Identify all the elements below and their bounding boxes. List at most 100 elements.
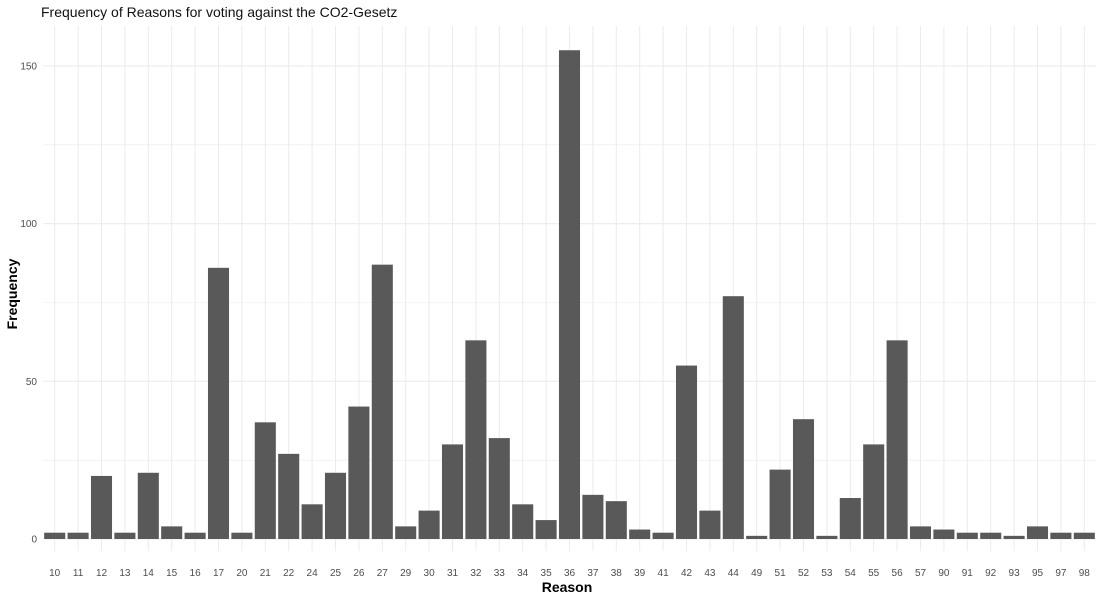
bar-33 — [488, 438, 510, 539]
bar-25 — [324, 472, 347, 539]
x-tick-label: 34 — [517, 568, 529, 579]
x-tick-label: 98 — [1079, 568, 1091, 579]
bar-38 — [605, 501, 627, 539]
bar-15 — [161, 526, 183, 539]
y-axis-ticks: 0 50 100 150 — [20, 62, 37, 546]
x-tick-label: 41 — [658, 568, 670, 579]
bar-95 — [1026, 526, 1049, 539]
x-tick-label: 13 — [119, 568, 131, 579]
x-tick-label: 38 — [611, 568, 623, 579]
bar-30 — [418, 510, 440, 539]
x-tick-label: 90 — [938, 568, 950, 579]
x-tick-label: 12 — [96, 568, 108, 579]
bar-41 — [652, 532, 674, 539]
x-tick-label: 42 — [681, 568, 693, 579]
bar-35 — [535, 520, 557, 539]
x-tick-label: 29 — [400, 568, 412, 579]
x-tick-label: 93 — [1009, 568, 1021, 579]
x-tick-label: 16 — [190, 568, 202, 579]
x-tick-label: 36 — [564, 568, 576, 579]
bar-93 — [1003, 535, 1025, 539]
bar-90 — [933, 529, 955, 539]
x-tick-label: 56 — [892, 568, 904, 579]
bar-49 — [746, 535, 768, 539]
bar-14 — [137, 472, 159, 539]
bar-31 — [441, 444, 464, 539]
x-tick-label: 95 — [1032, 568, 1044, 579]
bar-13 — [114, 532, 136, 539]
bar-26 — [348, 406, 370, 539]
x-axis-ticks: 10 11 12 13 14 15 16 17 20 21 22 24 25 26 27 29 30 31 32 33… — [49, 568, 1090, 579]
x-tick-label: 57 — [915, 568, 927, 579]
y-tick-label: 150 — [20, 62, 37, 73]
x-tick-label: 55 — [868, 568, 880, 579]
y-tick-label: 100 — [20, 219, 37, 230]
x-tick-label: 97 — [1055, 568, 1067, 579]
x-tick-label: 31 — [447, 568, 459, 579]
y-tick-label: 0 — [31, 535, 37, 546]
bar-39 — [629, 529, 651, 539]
x-tick-label: 39 — [634, 568, 646, 579]
y-axis-title: Frequency — [4, 258, 20, 329]
bar-97 — [1050, 532, 1072, 539]
x-tick-label: 24 — [307, 568, 319, 579]
x-axis-title: Reason — [542, 579, 593, 595]
bars — [44, 50, 1095, 539]
x-tick-label: 91 — [962, 568, 974, 579]
bar-55 — [863, 444, 885, 539]
x-tick-label: 21 — [260, 568, 272, 579]
x-tick-label: 32 — [470, 568, 482, 579]
bar-37 — [582, 494, 604, 539]
bar-57 — [909, 526, 932, 539]
x-tick-label: 92 — [985, 568, 997, 579]
x-tick-label: 30 — [424, 568, 436, 579]
x-tick-label: 26 — [353, 568, 365, 579]
x-tick-label: 11 — [73, 568, 84, 579]
bar-98 — [1073, 532, 1095, 539]
bar-52 — [792, 419, 815, 539]
bar-36 — [558, 50, 581, 539]
x-tick-label: 22 — [283, 568, 295, 579]
x-tick-label: 14 — [143, 568, 155, 579]
x-tick-label: 15 — [166, 568, 178, 579]
x-tick-label: 35 — [541, 568, 553, 579]
chart-title: Frequency of Reasons for voting against … — [41, 4, 398, 20]
bar-91 — [956, 532, 978, 539]
bar-43 — [699, 510, 721, 539]
x-tick-label: 25 — [330, 568, 342, 579]
bar-32 — [465, 340, 487, 539]
bar-27 — [371, 264, 393, 539]
x-tick-label: 17 — [213, 568, 225, 579]
bar-24 — [301, 504, 323, 539]
bar-44 — [722, 296, 744, 539]
x-tick-label: 51 — [775, 568, 787, 579]
bar-92 — [980, 532, 1002, 539]
bar-20 — [231, 532, 253, 539]
x-tick-label: 10 — [49, 568, 61, 579]
x-tick-label: 54 — [845, 568, 857, 579]
bar-22 — [278, 453, 300, 539]
bar-42 — [675, 365, 698, 539]
x-tick-label: 33 — [494, 568, 506, 579]
x-tick-label: 53 — [821, 568, 833, 579]
bar-21 — [254, 422, 276, 539]
x-tick-label: 43 — [704, 568, 716, 579]
bar-12 — [90, 475, 113, 539]
bar-56 — [886, 340, 908, 539]
bar-53 — [816, 535, 838, 539]
x-tick-label: 49 — [751, 568, 763, 579]
bar-54 — [839, 498, 861, 539]
x-tick-label: 27 — [377, 568, 389, 579]
x-tick-label: 52 — [798, 568, 810, 579]
y-tick-label: 50 — [26, 377, 38, 388]
bar-16 — [184, 532, 206, 539]
bar-17 — [207, 267, 230, 539]
bar-11 — [67, 532, 89, 539]
bar-51 — [769, 469, 791, 539]
bar-34 — [512, 504, 534, 539]
bar-29 — [395, 526, 417, 539]
x-tick-label: 44 — [728, 568, 740, 579]
bar-10 — [44, 532, 66, 539]
x-tick-label: 20 — [236, 568, 248, 579]
